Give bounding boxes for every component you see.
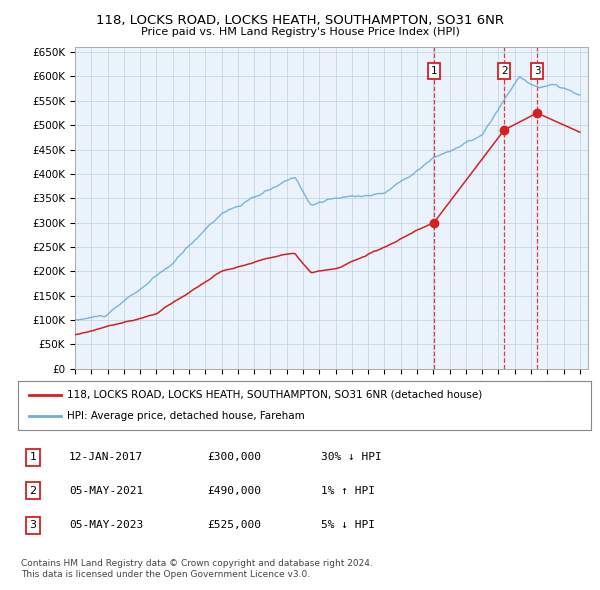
Text: £490,000: £490,000	[207, 486, 261, 496]
Text: 1: 1	[29, 453, 37, 462]
Text: 118, LOCKS ROAD, LOCKS HEATH, SOUTHAMPTON, SO31 6NR (detached house): 118, LOCKS ROAD, LOCKS HEATH, SOUTHAMPTO…	[67, 389, 482, 399]
Text: 3: 3	[29, 520, 37, 530]
Text: 2: 2	[501, 66, 508, 76]
Text: Price paid vs. HM Land Registry's House Price Index (HPI): Price paid vs. HM Land Registry's House …	[140, 27, 460, 37]
Text: 3: 3	[534, 66, 541, 76]
Text: 1: 1	[431, 66, 437, 76]
Text: 2: 2	[29, 486, 37, 496]
Text: 05-MAY-2021: 05-MAY-2021	[69, 486, 143, 496]
Text: 118, LOCKS ROAD, LOCKS HEATH, SOUTHAMPTON, SO31 6NR: 118, LOCKS ROAD, LOCKS HEATH, SOUTHAMPTO…	[96, 14, 504, 27]
Text: 5% ↓ HPI: 5% ↓ HPI	[321, 520, 375, 530]
Text: 05-MAY-2023: 05-MAY-2023	[69, 520, 143, 530]
Text: 12-JAN-2017: 12-JAN-2017	[69, 453, 143, 462]
Text: Contains HM Land Registry data © Crown copyright and database right 2024.: Contains HM Land Registry data © Crown c…	[21, 559, 373, 568]
Text: 30% ↓ HPI: 30% ↓ HPI	[321, 453, 382, 462]
Text: This data is licensed under the Open Government Licence v3.0.: This data is licensed under the Open Gov…	[21, 571, 310, 579]
Text: HPI: Average price, detached house, Fareham: HPI: Average price, detached house, Fare…	[67, 411, 304, 421]
Text: £525,000: £525,000	[207, 520, 261, 530]
Text: 1% ↑ HPI: 1% ↑ HPI	[321, 486, 375, 496]
Text: £300,000: £300,000	[207, 453, 261, 462]
